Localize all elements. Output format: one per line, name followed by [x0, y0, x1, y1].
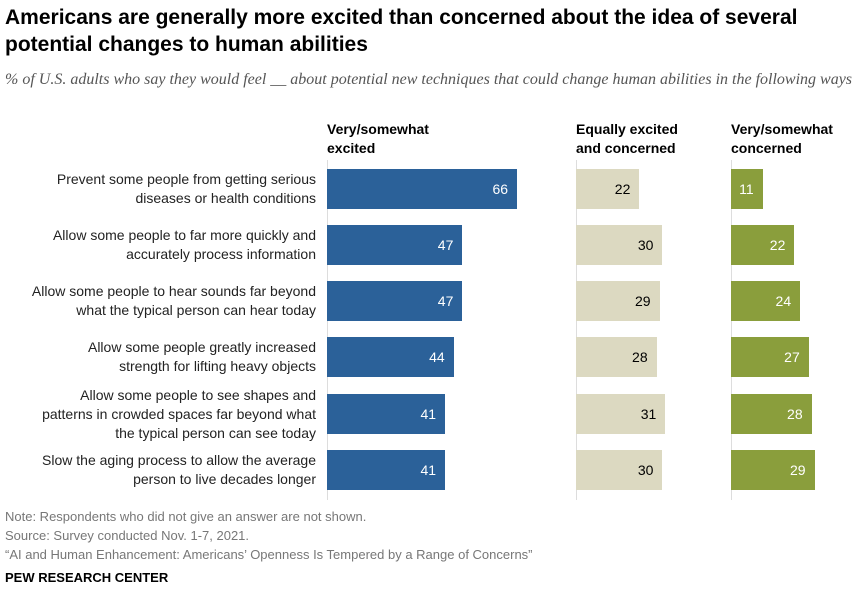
category-label-line: patterns in crowded spaces far beyond wh…: [42, 405, 316, 422]
column-header: Very/somewhat excited: [327, 120, 429, 158]
bar: [327, 225, 463, 265]
data-label: 29: [634, 293, 651, 309]
data-label: 41: [420, 406, 437, 422]
category-label-line: Allow some people greatly increased: [87, 339, 316, 355]
data-label: 44: [429, 349, 445, 365]
category-label-line: the typical person can see today: [115, 424, 316, 441]
bar: [576, 337, 657, 377]
data-label: 24: [775, 293, 792, 309]
column-header: Equally excited and concerned: [576, 120, 678, 158]
category-label-line: strength for lifting heavy objects: [119, 358, 316, 374]
data-label: 29: [789, 462, 806, 478]
bar: [327, 169, 518, 209]
data-label: 22: [769, 237, 786, 253]
data-label: 27: [784, 349, 800, 365]
bar: [731, 394, 812, 434]
category-label: Allow some people to far more quickly an…: [0, 226, 316, 264]
column-header-line: Very/somewhat: [327, 121, 429, 137]
bar: [731, 450, 815, 490]
bar: [327, 394, 446, 434]
category-label: Allow some people greatly increased stren…: [0, 338, 316, 376]
category-label: Allow some people to hear sounds far bey…: [0, 282, 316, 320]
report-title: “AI and Human Enhancement: Americans’ Op…: [5, 547, 533, 562]
data-label: 30: [637, 462, 654, 478]
category-label-line: Allow some people to hear sounds far bey…: [31, 283, 316, 299]
column-header-line: Very/somewhat: [731, 121, 833, 137]
category-label-line: Allow some people to far more quickly an…: [52, 227, 316, 243]
category-label-line: Allow some people to see shapes and: [80, 386, 316, 403]
chart-subtitle: % of U.S. adults who say they would feel…: [5, 71, 853, 88]
source: Source: Survey conducted Nov. 1-7, 2021.: [5, 528, 250, 543]
category-label-line: diseases or health conditions: [135, 190, 316, 206]
category-label: Slow the aging process to allow the aver…: [0, 451, 316, 489]
bar: [731, 225, 795, 265]
column-header-line: and concerned: [576, 140, 676, 156]
category-label-line: person to live decades longer: [133, 471, 316, 487]
column-header: Very/somewhat concerned: [731, 120, 833, 158]
category-label: Allow some people to see shapes and patte…: [0, 386, 316, 443]
bar: [327, 281, 463, 321]
category-label-line: Slow the aging process to allow the aver…: [42, 452, 316, 468]
bar: [327, 450, 446, 490]
data-label: 22: [614, 181, 631, 197]
axis-line: [731, 160, 732, 500]
column-header-line: concerned: [731, 140, 802, 156]
data-label: 47: [437, 237, 454, 253]
bar: [576, 394, 666, 434]
bar: [576, 225, 663, 265]
chart-title: Americans are generally more excited tha…: [5, 6, 798, 56]
category-label-line: Prevent some people from getting serious: [56, 171, 316, 187]
bar: [327, 337, 454, 377]
category-label-line: what the typical person can hear today: [76, 302, 316, 318]
bar: [731, 169, 763, 209]
bar: [576, 169, 640, 209]
bar: [576, 281, 660, 321]
data-label: 30: [637, 237, 654, 253]
axis-line: [576, 160, 577, 500]
brand-logo: PEW RESEARCH CENTER: [5, 570, 169, 585]
column-header-line: excited: [327, 140, 376, 156]
data-label: 11: [739, 181, 754, 197]
category-label: Prevent some people from getting serious…: [0, 170, 316, 208]
axis-line: [327, 160, 328, 500]
data-label: 41: [420, 462, 437, 478]
bar: [731, 337, 809, 377]
bar: [576, 450, 663, 490]
note: Note: Respondents who did not give an an…: [5, 509, 367, 524]
data-label: 28: [787, 406, 803, 422]
data-label: 66: [492, 181, 509, 197]
category-label-line: accurately process information: [126, 246, 316, 262]
data-label: 28: [632, 349, 648, 365]
bar: [731, 281, 801, 321]
column-header-line: Equally excited: [576, 121, 678, 137]
data-label: 31: [640, 406, 657, 422]
data-label: 47: [437, 293, 454, 309]
